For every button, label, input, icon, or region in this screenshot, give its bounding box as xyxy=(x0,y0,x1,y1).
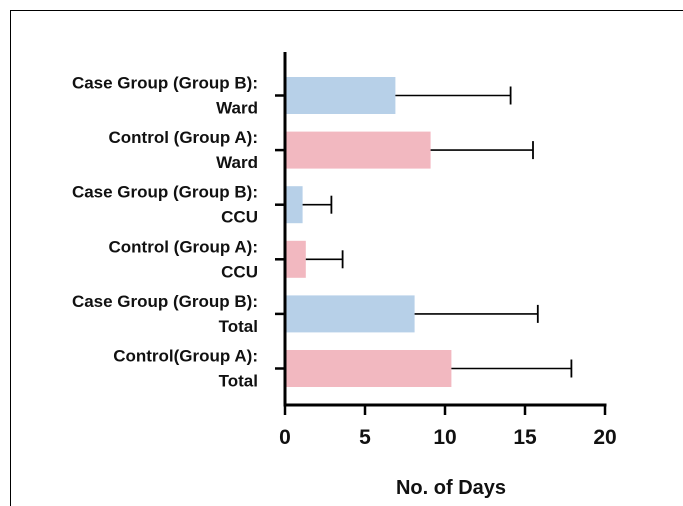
category-label-line1: Case Group (Group B): xyxy=(72,74,258,93)
x-tick-label: 10 xyxy=(433,426,456,449)
x-tick-label: 0 xyxy=(279,426,291,449)
x-axis-title: No. of Days xyxy=(396,477,506,499)
axes-layer: 0 5 10 15 20 xyxy=(275,52,617,449)
frame-border-left xyxy=(10,10,11,506)
bar-ward-group-a xyxy=(285,131,431,169)
category-label-line1: Case Group (Group B): xyxy=(72,183,258,202)
category-label-line1: Control (Group A): xyxy=(109,128,259,147)
category-label-line1: Case Group (Group B): xyxy=(72,292,258,311)
x-tick-label: 15 xyxy=(513,426,537,449)
category-label-line2: Ward xyxy=(216,153,258,172)
x-tick-label: 5 xyxy=(359,426,371,449)
bar-ward-group-b xyxy=(285,77,396,114)
bar-total-group-a xyxy=(285,350,452,387)
category-label-line2: Total xyxy=(219,372,258,391)
bar-ccu-group-a xyxy=(285,240,306,278)
error-bars-layer xyxy=(302,86,573,378)
x-tick-label: 20 xyxy=(593,426,616,449)
frame-border-top xyxy=(10,10,683,11)
category-label-line1: Control (Group A): xyxy=(109,237,259,256)
category-label-line1: Control(Group A): xyxy=(113,347,258,366)
category-label-line2: CCU xyxy=(221,262,258,281)
bars-layer xyxy=(285,77,452,387)
category-label-line2: Total xyxy=(219,317,258,336)
bar-ccu-group-b xyxy=(285,186,303,224)
category-labels-layer: Case Group (Group B): Ward Control (Group … xyxy=(72,74,258,391)
bar-total-group-b xyxy=(285,295,415,333)
category-label-line2: CCU xyxy=(221,208,258,227)
category-label-line2: Ward xyxy=(216,99,258,118)
